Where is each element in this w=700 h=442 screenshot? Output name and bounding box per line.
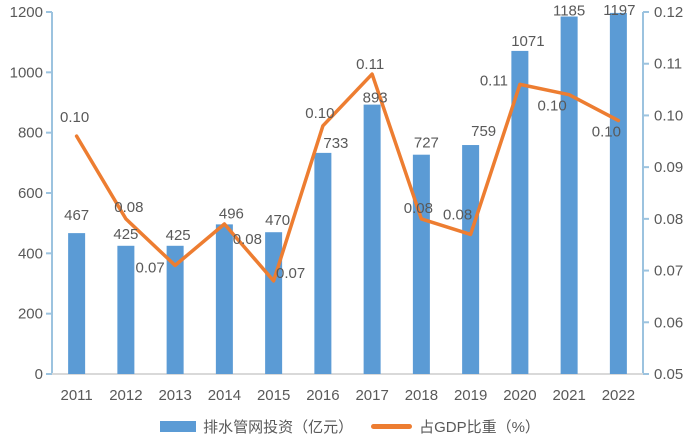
bar-series-label: 排水管网投资（亿元） xyxy=(203,419,354,436)
x-axis-category-label: 2015 xyxy=(257,387,290,404)
bar-2019 xyxy=(462,145,480,374)
right-axis-tick-label: 0.10 xyxy=(654,107,683,124)
left-axis-tick-label: 1200 xyxy=(10,4,43,21)
bar-2017 xyxy=(363,104,381,374)
bar-value-label: 733 xyxy=(323,135,348,152)
bar-value-label: 759 xyxy=(471,123,496,140)
line-value-label: 0.10 xyxy=(305,105,334,122)
bar-2013 xyxy=(166,245,184,374)
line-value-label: 0.10 xyxy=(592,124,621,141)
right-axis-tick-label: 0.06 xyxy=(654,314,683,331)
x-axis-category-label: 2020 xyxy=(503,387,536,404)
left-axis-tick-label: 0 xyxy=(35,366,43,383)
x-axis-category-label: 2014 xyxy=(208,387,241,404)
bar-value-label: 425 xyxy=(166,227,191,244)
line-value-label: 0.08 xyxy=(114,199,143,216)
bar-value-label: 496 xyxy=(219,205,244,222)
bar-value-label: 893 xyxy=(363,90,388,107)
bar-value-label: 425 xyxy=(113,226,138,243)
left-axis-tick-label: 600 xyxy=(18,185,43,202)
left-axis-tick-label: 400 xyxy=(18,245,43,262)
bar-2021 xyxy=(560,16,578,375)
x-axis-category-label: 2018 xyxy=(405,387,438,404)
line-value-label: 0.08 xyxy=(404,200,433,217)
bar-2012 xyxy=(117,245,135,374)
left-axis-tick-label: 200 xyxy=(18,306,43,323)
bar-value-label: 467 xyxy=(64,207,89,224)
left-axis-tick-label: 800 xyxy=(18,125,43,142)
x-axis-category-label: 2021 xyxy=(552,387,585,404)
line-value-label: 0.11 xyxy=(480,72,508,89)
bar-2018 xyxy=(412,154,430,374)
bar-2015 xyxy=(265,232,283,374)
x-axis-category-label: 2017 xyxy=(355,387,388,404)
legend-item-line-series: 占GDP比重（%） xyxy=(371,416,540,437)
bar-value-label: 1071 xyxy=(511,33,544,50)
x-axis-category-label: 2022 xyxy=(602,387,635,404)
bar-2020 xyxy=(511,50,529,374)
x-axis-category-label: 2013 xyxy=(158,387,191,404)
line-value-label: 0.07 xyxy=(276,265,305,282)
bar-series-swatch-icon xyxy=(160,421,197,432)
line-value-label: 0.07 xyxy=(136,259,165,276)
line-value-label: 0.08 xyxy=(443,206,472,223)
right-axis-tick-label: 0.09 xyxy=(654,159,683,176)
line-value-label: 0.10 xyxy=(60,109,89,126)
bar-value-label: 727 xyxy=(414,135,439,152)
x-axis-category-label: 2011 xyxy=(60,387,92,404)
bar-2016 xyxy=(314,152,332,374)
legend-item-bar-series: 排水管网投资（亿元） xyxy=(160,416,353,437)
left-axis-tick-label: 1000 xyxy=(10,64,43,81)
right-axis-tick-label: 0.05 xyxy=(654,366,683,383)
bar-2011 xyxy=(68,233,86,374)
bar-2022 xyxy=(609,12,627,375)
line-series-label: 占GDP比重（%） xyxy=(419,419,540,436)
right-axis-tick-label: 0.12 xyxy=(654,4,683,21)
x-axis-category-label: 2019 xyxy=(454,387,487,404)
line-value-label: 0.10 xyxy=(538,98,567,115)
bar-value-label: 1197 xyxy=(603,2,635,19)
right-axis-tick-label: 0.07 xyxy=(654,263,683,280)
right-axis-tick-label: 0.08 xyxy=(654,211,683,228)
bar-2014 xyxy=(215,224,233,374)
combo-chart-canvas: 0 200 400 600 800 1000 1200 0.05 0.06 0.07 0.08 0.0… xyxy=(10,2,684,404)
line-value-label: 0.08 xyxy=(233,231,262,248)
x-axis-category-label: 2016 xyxy=(306,387,339,404)
right-axis-tick-label: 0.11 xyxy=(654,56,682,73)
x-axis-category-label: 2012 xyxy=(109,387,142,404)
bar-value-label: 1185 xyxy=(553,3,585,20)
gdp-ratio-line xyxy=(74,72,621,283)
bar-value-label: 470 xyxy=(265,212,290,229)
line-value-label: 0.11 xyxy=(356,56,384,73)
legend: 排水管网投资（亿元） 占GDP比重（%） xyxy=(0,416,700,437)
line-series-swatch-icon xyxy=(371,424,413,429)
